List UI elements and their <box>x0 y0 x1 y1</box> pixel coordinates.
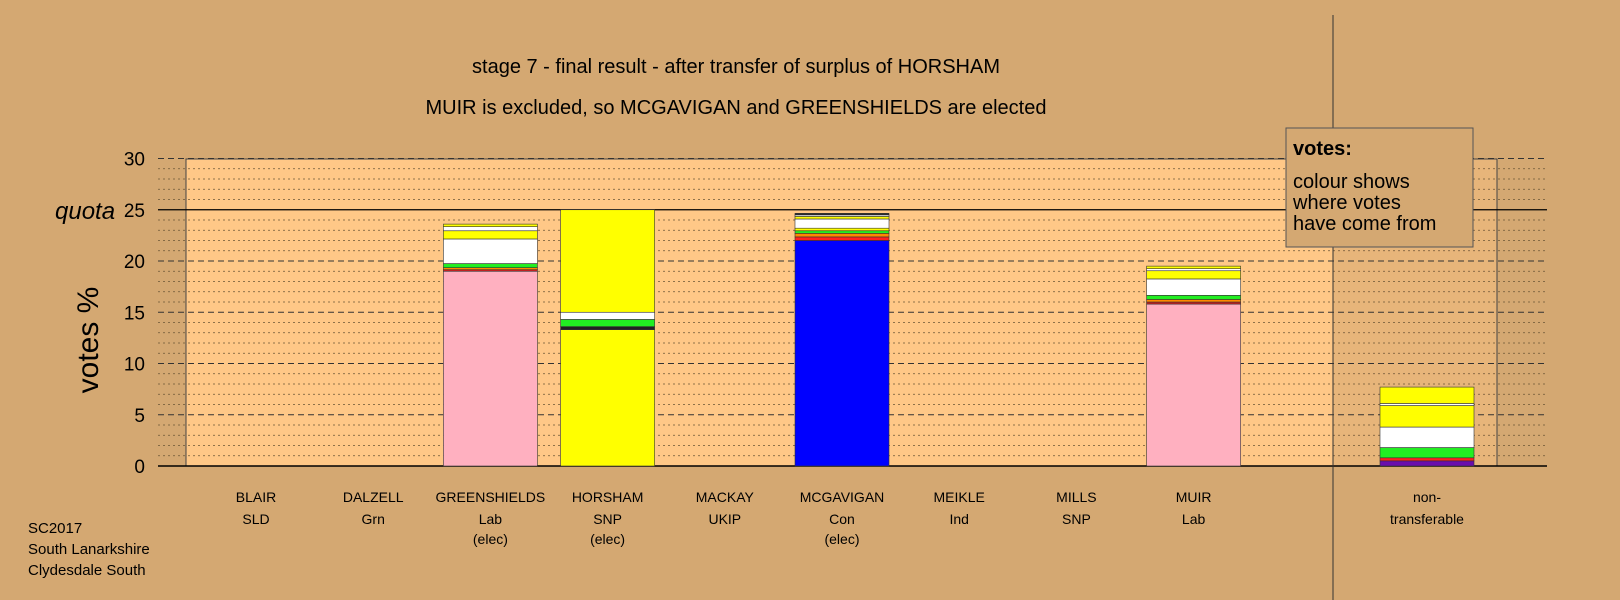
bar-horsham-segment <box>560 319 655 327</box>
x-axis-labels: BLAIR SLD DALZELL Grn GREENSHIELDS Lab (elec) H… <box>236 489 1464 547</box>
candidate-elected-note: (elec) <box>473 531 508 547</box>
candidate-party: SLD <box>242 511 269 527</box>
y-tick-label: 30 <box>124 150 145 171</box>
bar-greenshields-segment <box>443 270 538 467</box>
y-axis-label: votes % <box>72 287 105 394</box>
candidate-name: MUIR <box>1176 489 1212 505</box>
legend-box-frame <box>1285 127 1474 248</box>
footer-ward: Clydesdale South <box>28 562 146 579</box>
bar-nontransferable-segment <box>1379 460 1475 467</box>
candidate-party: Grn <box>362 511 385 527</box>
candidate-party: Lab <box>479 511 503 527</box>
bar-muir-segment <box>1146 295 1241 300</box>
bar-mcgavigan-segment <box>794 218 890 229</box>
y-tick-label: 15 <box>124 303 145 324</box>
bar-horsham-segment <box>560 311 655 320</box>
bar-greenshields-segment <box>443 267 538 271</box>
candidate-name: HORSHAM <box>572 489 644 505</box>
y-tick-label: 25 <box>124 201 145 222</box>
candidate-name: MACKAY <box>696 489 755 505</box>
chart-title: stage 7 - final result - after transfer … <box>472 56 1000 78</box>
bar-muir-segment <box>1146 278 1241 296</box>
legend-line: where votes <box>1292 192 1401 214</box>
legend-title: votes: <box>1293 138 1352 160</box>
footer: SC2017 South Lanarkshire Clydesdale Sout… <box>28 520 150 579</box>
y-tick-label: 0 <box>134 457 145 478</box>
candidate-name: DALZELL <box>343 489 404 505</box>
y-axis-ticks: 0 5 10 15 20 25 30 <box>124 150 145 479</box>
candidate-party: SNP <box>1062 511 1091 527</box>
bar-mcgavigan-segment <box>794 240 890 467</box>
bar-mcgavigan-segment <box>794 233 890 238</box>
bar-mcgavigan-segment <box>794 236 890 241</box>
y-tick-label: 20 <box>124 252 145 273</box>
candidate-elected-note: (elec) <box>590 531 625 547</box>
candidate-party: Ind <box>949 511 968 527</box>
bar-muir-segment <box>1146 303 1241 467</box>
bar-muir-segment <box>1146 268 1241 272</box>
bar-nontransferable-segment <box>1379 386 1475 404</box>
bar-muir-segment <box>1146 270 1241 280</box>
bar-nontransferable-segment <box>1379 403 1475 406</box>
candidate-name: MILLS <box>1056 489 1096 505</box>
bar-greenshields-segment <box>443 238 538 264</box>
bar-mcgavigan-segment <box>794 227 890 232</box>
candidate-party: Lab <box>1182 511 1206 527</box>
y-tick-label: 10 <box>124 355 145 376</box>
legend-line: have come from <box>1293 213 1436 235</box>
bar-greenshields-segment <box>443 226 538 232</box>
footer-council: South Lanarkshire <box>28 541 150 558</box>
chart-subtitle: MUIR is excluded, so MCGAVIGAN and GREEN… <box>426 97 1047 119</box>
bar-muir-segment <box>1146 299 1241 303</box>
bar-greenshields-segment <box>443 230 538 240</box>
candidate-party: SNP <box>593 511 622 527</box>
bar-nontransferable-segment <box>1379 457 1475 462</box>
bar-muir-segment <box>1146 301 1241 305</box>
bar-nontransferable-segment <box>1379 426 1475 448</box>
bar-nontransferable-segment <box>1379 447 1475 459</box>
candidate-party: Con <box>829 511 855 527</box>
legend-line: colour shows <box>1293 171 1410 193</box>
bar-mcgavigan-segment <box>794 216 890 220</box>
bar-horsham-segment <box>560 209 655 313</box>
candidate-name: GREENSHIELDS <box>436 489 546 505</box>
nontransferable-label: non- <box>1413 489 1441 505</box>
gridlines <box>158 158 1547 467</box>
legend-box: votes: colour shows where votes have com… <box>1285 127 1474 248</box>
bar-muir-segment <box>1146 265 1241 269</box>
bar-horsham-segment <box>560 326 655 330</box>
bars <box>443 209 1475 467</box>
candidate-name: MEIKLE <box>934 489 985 505</box>
bar-mcgavigan-segment <box>794 213 890 216</box>
y-tick-label: 5 <box>134 406 145 427</box>
candidate-party: UKIP <box>708 511 741 527</box>
quota-label: quota <box>55 198 115 225</box>
bar-nontransferable-segment <box>1379 405 1475 428</box>
bar-greenshields-segment <box>443 263 538 268</box>
bar-mcgavigan-segment <box>794 230 890 234</box>
nontransferable-label: transferable <box>1390 511 1464 527</box>
candidate-name: MCGAVIGAN <box>800 489 885 505</box>
bar-horsham-segment <box>560 329 655 467</box>
bar-greenshields-segment <box>443 223 538 227</box>
footer-election: SC2017 <box>28 520 82 537</box>
candidate-name: BLAIR <box>236 489 276 505</box>
candidate-elected-note: (elec) <box>824 531 859 547</box>
